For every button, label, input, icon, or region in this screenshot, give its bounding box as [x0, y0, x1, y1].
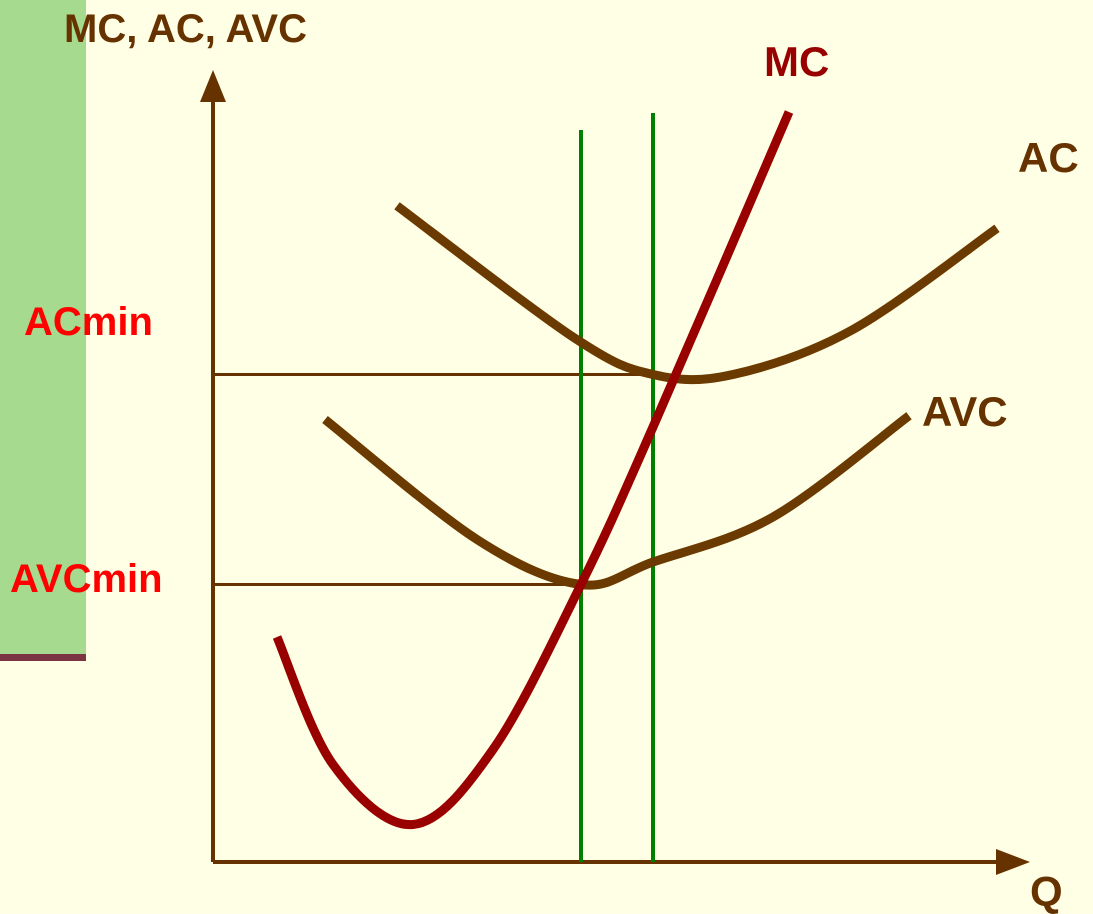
chart-labels: MC, AC, AVC Q MC AC AVC ACmin AVCmin — [10, 7, 1079, 914]
x-axis-label: Q — [1030, 868, 1063, 914]
guide-lines — [213, 113, 655, 862]
sidebar-band — [0, 0, 86, 656]
avc-series-label: AVC — [922, 388, 1008, 435]
sidebar-rule — [0, 654, 86, 661]
x-axis-arrowhead — [996, 849, 1030, 875]
acmin-label: ACmin — [24, 300, 153, 344]
mc-curve — [272, 110, 794, 830]
avc-curve — [322, 412, 912, 590]
cost-curves — [272, 110, 1000, 830]
ac-series-label: AC — [1018, 134, 1079, 181]
ac-curve — [394, 202, 1000, 385]
y-axis-arrowhead — [200, 70, 226, 102]
y-axis-label: MC, AC, AVC — [64, 7, 307, 51]
mc-series-label: MC — [764, 38, 829, 85]
avcmin-label: AVCmin — [10, 557, 163, 601]
